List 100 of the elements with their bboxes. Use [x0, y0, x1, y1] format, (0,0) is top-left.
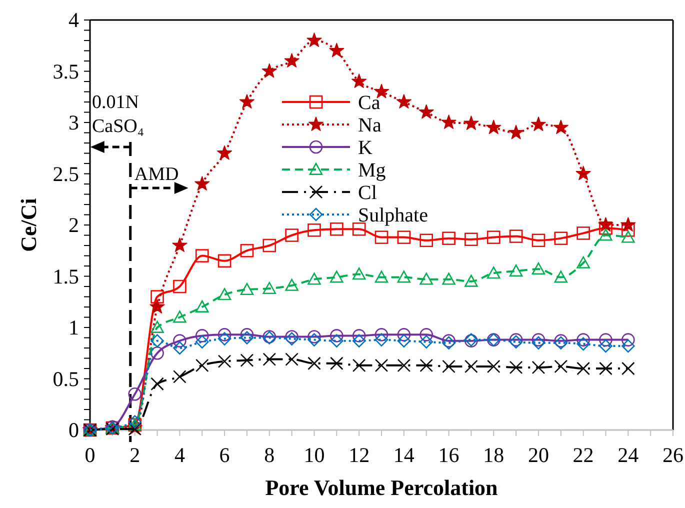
point [532, 234, 546, 248]
point [128, 415, 142, 428]
x-tick-label: 20 [528, 443, 549, 467]
point [218, 328, 232, 342]
point [285, 228, 298, 242]
point [195, 249, 209, 262]
x-axis-title: Pore Volume Percolation [265, 475, 498, 500]
point [622, 230, 635, 243]
point [330, 356, 344, 370]
point [285, 278, 298, 291]
point [576, 226, 590, 240]
point [173, 341, 186, 355]
x-tick-label: 24 [618, 443, 640, 467]
legend-label: K [358, 137, 373, 159]
point [576, 333, 590, 346]
point [420, 328, 433, 342]
point [397, 270, 411, 283]
legend-label: Cl [358, 182, 378, 204]
point [352, 74, 367, 88]
x-tick-label: 8 [264, 443, 275, 467]
point [532, 336, 546, 350]
point [308, 272, 321, 285]
point [554, 336, 568, 350]
y-tick-label: 1 [68, 316, 79, 340]
x-tick-label: 12 [348, 443, 370, 467]
legend-label: Na [358, 114, 382, 136]
point [554, 232, 568, 245]
point [150, 346, 164, 360]
point [486, 360, 500, 374]
point [397, 334, 411, 348]
legend-label: Ca [358, 92, 380, 114]
point [217, 145, 232, 160]
point [464, 274, 478, 287]
point [262, 352, 276, 366]
point [530, 116, 546, 132]
point [218, 332, 232, 346]
point [442, 272, 456, 285]
point [150, 320, 164, 333]
point [306, 32, 322, 47]
point [464, 232, 478, 246]
point [532, 333, 546, 346]
point [173, 334, 186, 348]
point [397, 358, 411, 372]
point [509, 264, 523, 277]
point [599, 339, 612, 353]
point [352, 358, 366, 372]
x-tick-label: 22 [572, 443, 594, 467]
point [554, 334, 568, 348]
y-tick-label: 0 [68, 418, 79, 442]
point [150, 334, 164, 348]
point [195, 329, 209, 342]
point [599, 333, 612, 346]
point [374, 270, 388, 283]
point [598, 217, 614, 232]
y-tick-label: 1.5 [52, 264, 79, 288]
point [420, 234, 433, 248]
point [195, 300, 209, 312]
point [240, 354, 254, 367]
point [239, 94, 254, 108]
annotation: AMD [134, 164, 179, 185]
point [486, 266, 500, 279]
point [330, 334, 344, 348]
point [532, 262, 546, 275]
point [308, 330, 321, 344]
point [554, 270, 568, 283]
point [622, 339, 635, 353]
x-tick-label: 18 [483, 443, 504, 467]
point [508, 124, 524, 140]
x-tick-label: 4 [174, 443, 186, 467]
point [218, 354, 232, 368]
point [150, 290, 164, 304]
point [442, 360, 456, 374]
y-tick-label: 0.5 [52, 366, 79, 391]
point [441, 114, 456, 129]
point [599, 362, 612, 376]
point [622, 362, 635, 376]
point [352, 329, 366, 342]
y-tick-label: 2.5 [52, 162, 79, 186]
point [486, 120, 502, 134]
point [420, 272, 433, 285]
x-tick-label: 14 [393, 443, 415, 467]
point [442, 336, 456, 350]
point [284, 53, 300, 68]
point [173, 310, 186, 323]
legend-label: Sulphate [358, 204, 428, 226]
point [240, 244, 254, 258]
point [329, 42, 344, 58]
point [262, 282, 276, 294]
point [128, 387, 142, 401]
point [374, 328, 388, 342]
point [330, 270, 344, 283]
point [218, 254, 232, 268]
point [622, 333, 635, 346]
x-tick-label: 2 [130, 443, 140, 467]
point [374, 333, 388, 346]
point [442, 232, 456, 245]
annotation: 0.01N CaSO₄ [92, 92, 144, 137]
point [418, 104, 434, 119]
x-tick-label: 6 [219, 443, 230, 467]
y-tick-label: 2 [68, 213, 79, 237]
